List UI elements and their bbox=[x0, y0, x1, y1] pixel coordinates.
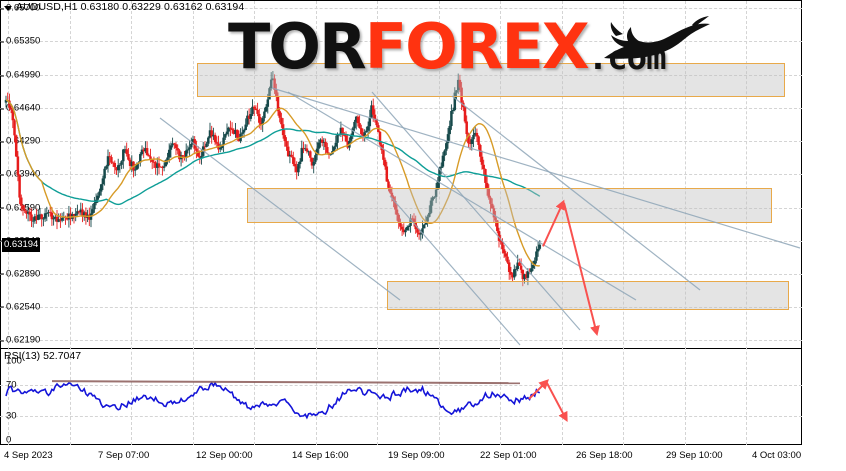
price-gridline bbox=[0, 141, 802, 143]
price-axis-tick: 0.65700 bbox=[0, 3, 40, 14]
time-gridline bbox=[8, 1, 9, 445]
rsi-axis-tick: 0 bbox=[6, 434, 12, 446]
rsi-indicator-label: RSI(13) 52.7047 bbox=[4, 350, 82, 362]
time-axis-tick: 4 Oct 03:00 bbox=[752, 450, 802, 461]
time-gridline bbox=[69, 1, 71, 445]
time-axis-tick: 4 Sep 2023 bbox=[4, 450, 53, 461]
time-gridline bbox=[192, 1, 194, 445]
price-panel bbox=[0, 0, 802, 348]
time-gridline bbox=[131, 1, 132, 445]
time-axis-tick: 19 Sep 09:00 bbox=[388, 450, 445, 461]
price-gridline bbox=[0, 174, 802, 176]
symbol-info-bar[interactable]: AUDUSD,H1 0.63180 0.63229 0.63162 0.6319… bbox=[4, 1, 244, 13]
price-gridline bbox=[0, 41, 802, 43]
price-axis-tick: 0.62540 bbox=[0, 301, 40, 312]
time-gridline bbox=[623, 1, 624, 445]
time-gridline bbox=[438, 1, 440, 445]
resistance-zone-middle bbox=[247, 188, 772, 223]
time-gridline bbox=[746, 1, 747, 445]
time-axis-tick: 26 Sep 18:00 bbox=[576, 450, 633, 461]
time-axis-tick: 29 Sep 10:00 bbox=[666, 450, 723, 461]
rsi-panel bbox=[0, 348, 802, 445]
price-axis-tick: 0.62190 bbox=[0, 335, 40, 346]
time-gridline bbox=[377, 1, 378, 445]
price-gridline bbox=[0, 8, 802, 9]
price-axis-tick: 0.62890 bbox=[0, 268, 40, 279]
price-axis-tick: 0.64640 bbox=[0, 103, 40, 114]
time-axis-tick: 7 Sep 07:00 bbox=[98, 450, 150, 461]
symbol-ohlc-text: AUDUSD,H1 0.63180 0.63229 0.63162 0.6319… bbox=[16, 1, 245, 13]
time-gridline bbox=[561, 1, 563, 445]
chevron-down-icon[interactable] bbox=[4, 5, 12, 11]
price-gridline bbox=[0, 340, 802, 341]
time-axis-tick: 14 Sep 16:00 bbox=[292, 450, 349, 461]
time-gridline bbox=[684, 1, 686, 445]
current-price-tag: 0.63194 bbox=[2, 238, 41, 253]
time-gridline bbox=[500, 1, 501, 445]
price-gridline bbox=[0, 75, 802, 77]
time-axis-tick: 12 Sep 00:00 bbox=[196, 450, 253, 461]
time-gridline bbox=[315, 1, 317, 445]
price-gridline bbox=[0, 273, 802, 275]
rsi-axis-tick: 100 bbox=[6, 355, 22, 367]
price-axis-tick: 0.63940 bbox=[0, 169, 40, 180]
axis-column bbox=[801, 0, 846, 445]
price-axis-tick: 0.65350 bbox=[0, 36, 40, 47]
rsi-level-line bbox=[0, 384, 802, 386]
price-axis-tick: 0.64290 bbox=[0, 136, 40, 147]
rsi-axis-tick: 70 bbox=[6, 379, 17, 391]
price-gridline bbox=[0, 108, 802, 110]
rsi-axis-tick: 30 bbox=[6, 410, 17, 422]
price-gridline bbox=[0, 306, 802, 308]
price-gridline bbox=[0, 240, 802, 242]
time-axis-tick: 22 Sep 01:00 bbox=[480, 450, 537, 461]
price-axis-tick: 0.64990 bbox=[0, 70, 40, 81]
rsi-level-line bbox=[0, 416, 802, 418]
time-gridline bbox=[254, 1, 255, 445]
resistance-zone-upper bbox=[197, 63, 785, 97]
